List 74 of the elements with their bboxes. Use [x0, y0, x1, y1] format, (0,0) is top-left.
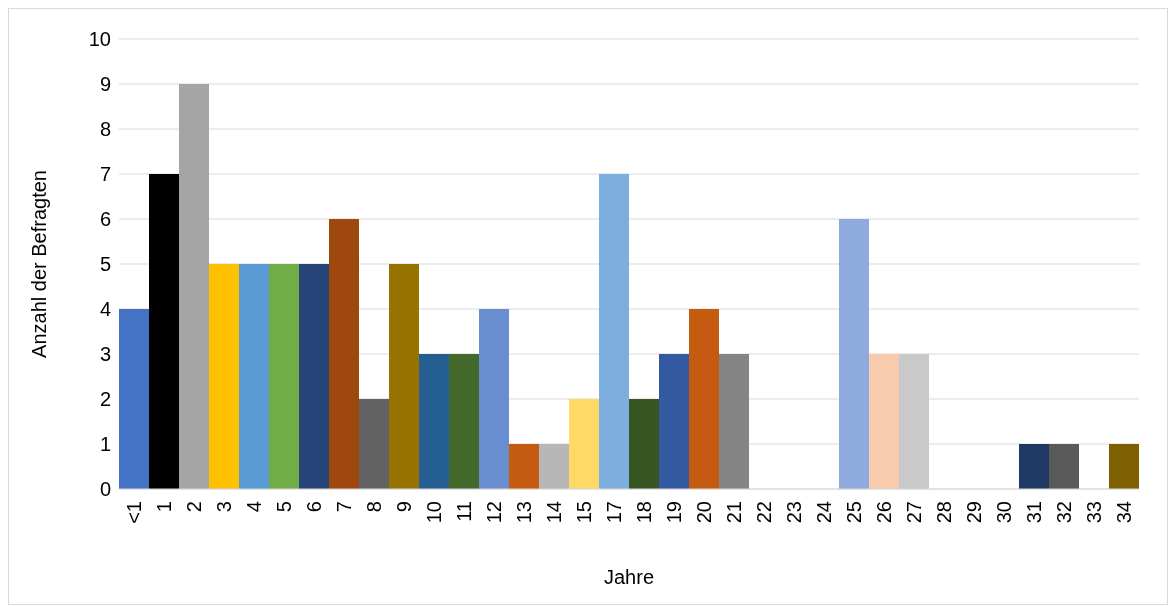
y-tick-label: 5: [99, 253, 111, 276]
x-tick-label: 6: [303, 501, 325, 513]
bar: [839, 219, 869, 489]
x-tick-label: 10: [423, 501, 445, 524]
y-tick-label: 4: [99, 298, 111, 321]
x-tick-label: 9: [393, 501, 415, 513]
x-tick-label: <1: [123, 501, 145, 524]
y-tick-label: 9: [99, 73, 111, 96]
bar: [509, 444, 539, 489]
bar: [1049, 444, 1079, 489]
bar: [1109, 444, 1139, 489]
bar: [359, 399, 389, 489]
x-tick-label: 11: [453, 501, 475, 522]
x-tick-label: 4: [243, 501, 265, 513]
x-tick-label: 7: [333, 501, 355, 513]
bar: [899, 354, 929, 489]
bar: [539, 444, 569, 489]
x-tick-label: 34: [1113, 501, 1135, 524]
bar: [599, 174, 629, 489]
x-tick-label: 17: [603, 501, 625, 524]
x-tick-label: 5: [273, 501, 295, 513]
x-tick-label: 12: [483, 501, 505, 524]
y-tick-label: 2: [99, 388, 111, 411]
x-tick-label: 3: [213, 501, 235, 513]
x-tick-label: 21: [723, 501, 745, 524]
x-tick-label: 27: [903, 501, 925, 524]
x-tick-label: 31: [1023, 501, 1045, 524]
y-tick-label: 8: [99, 118, 111, 141]
y-tick-label: 7: [99, 163, 111, 186]
x-tick-label: 24: [813, 501, 835, 524]
bar: [449, 354, 479, 489]
x-tick-label: 15: [573, 501, 595, 524]
x-tick-label: 18: [633, 501, 655, 524]
bar: [1019, 444, 1049, 489]
x-tick-label: 8: [363, 501, 385, 513]
x-tick-label: 25: [843, 501, 865, 524]
y-axis-title: Anzahl der Befragten: [28, 170, 51, 358]
x-tick-label: 29: [963, 501, 985, 524]
bar: [629, 399, 659, 489]
x-tick-label: 20: [693, 501, 715, 524]
y-tick-label: 0: [99, 478, 111, 501]
x-tick-label: 2: [183, 501, 205, 513]
bar: [239, 264, 269, 489]
x-tick-label: 23: [783, 501, 805, 524]
x-tick-label: 33: [1083, 501, 1105, 524]
x-tick-label: 28: [933, 501, 955, 524]
bar: [659, 354, 689, 489]
bar: [419, 354, 449, 489]
bar: [689, 309, 719, 489]
x-axis-title: Jahre: [603, 566, 655, 588]
bar: [329, 219, 359, 489]
bar: [269, 264, 299, 489]
bar: [209, 264, 239, 489]
bar: [869, 354, 899, 489]
x-tick-label: 1: [153, 501, 175, 513]
x-tick-label: 26: [873, 501, 895, 524]
x-tick-label: 14: [543, 501, 565, 524]
x-tick-label: 32: [1053, 501, 1075, 524]
x-tick-label: 13: [513, 501, 535, 524]
bar: [569, 399, 599, 489]
y-tick-label: 10: [88, 28, 111, 51]
bar: [119, 309, 149, 489]
bar: [719, 354, 749, 489]
y-tick-label: 3: [99, 343, 111, 366]
bar: [389, 264, 419, 489]
bar: [299, 264, 329, 489]
y-tick-label: 6: [99, 208, 111, 231]
bar: [479, 309, 509, 489]
bar: [179, 84, 209, 489]
x-tick-label: 19: [663, 501, 685, 524]
bar: [149, 174, 179, 489]
y-tick-label: 1: [99, 433, 111, 456]
x-tick-label: 30: [993, 501, 1015, 524]
x-tick-label: 22: [753, 501, 775, 524]
